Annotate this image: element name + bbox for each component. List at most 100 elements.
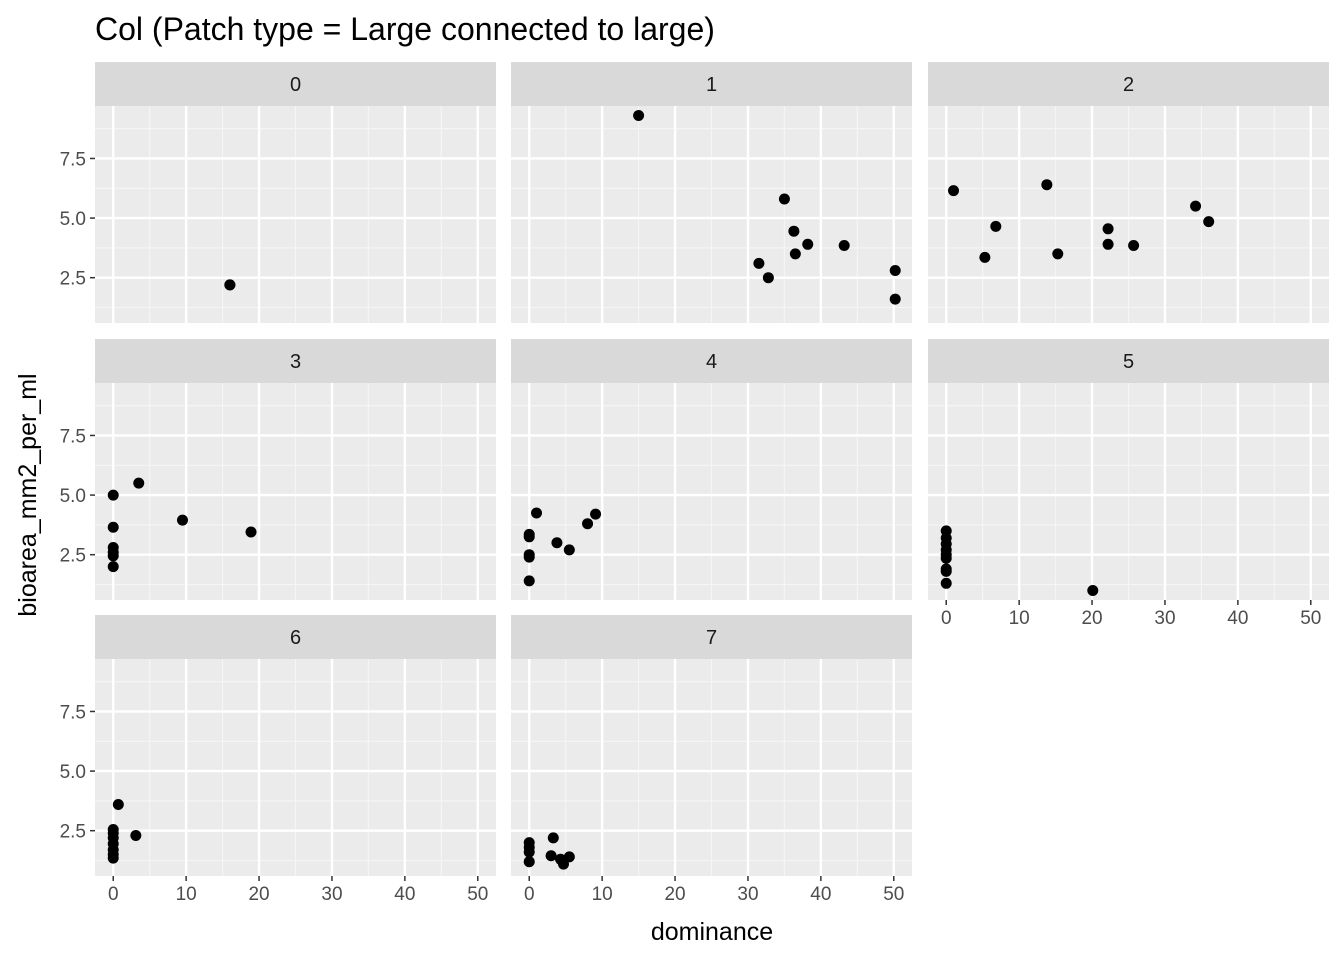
facet-panel-3: 3	[95, 339, 496, 600]
x-tick-label: 40	[394, 884, 415, 905]
data-point	[523, 531, 535, 543]
y-tick-label: 7.5	[60, 426, 86, 447]
y-axis-title: bioarea_mm2_per_ml	[14, 373, 42, 616]
facet-strip-label: 5	[1123, 351, 1134, 373]
x-tick-label: 20	[1081, 608, 1102, 629]
x-tick-label: 30	[737, 884, 758, 905]
x-tick-label: 30	[1154, 608, 1175, 629]
x-axes: 0 10 20 30 40 50 0 10 20 30 40 50 0 10 20 30 40 50	[108, 600, 1321, 905]
data-point	[130, 829, 142, 841]
x-tick-label: 50	[883, 884, 904, 905]
data-point	[802, 238, 814, 250]
data-point	[1041, 179, 1053, 191]
data-point	[107, 489, 119, 501]
data-point	[545, 850, 557, 862]
data-point	[990, 220, 1002, 232]
data-point	[1190, 200, 1202, 212]
facet-strip	[95, 615, 496, 659]
facet-panel-5: 5	[928, 339, 1329, 600]
data-point	[940, 565, 952, 577]
y-tick-label: 2.5	[60, 269, 86, 290]
data-point	[1087, 584, 1099, 596]
facet-strip-label: 6	[290, 627, 301, 649]
facet-strip	[928, 339, 1329, 383]
data-point	[107, 852, 119, 864]
facet-panel-0: 0	[95, 62, 496, 323]
x-tick-label: 40	[1227, 608, 1248, 629]
data-point	[753, 257, 765, 269]
y-tick-label: 5.0	[60, 762, 86, 783]
data-point	[563, 544, 575, 556]
facet-strip	[95, 62, 496, 106]
data-point	[979, 251, 991, 263]
x-tick-label: 10	[176, 884, 197, 905]
data-point	[245, 526, 257, 538]
data-point	[551, 537, 563, 549]
data-point	[948, 185, 960, 197]
y-tick-label: 2.5	[60, 546, 86, 567]
data-point	[107, 561, 119, 573]
facet-strip-label: 3	[290, 351, 301, 373]
facet-panel-4: 4	[511, 339, 912, 600]
facet-strip	[511, 62, 912, 106]
data-point	[762, 272, 774, 284]
data-point	[1102, 223, 1114, 235]
data-point	[889, 265, 901, 277]
x-tick-label: 0	[108, 884, 119, 905]
data-point	[133, 477, 145, 489]
data-point	[789, 248, 801, 260]
data-point	[523, 551, 535, 563]
data-point	[633, 110, 645, 122]
x-axis-title: dominance	[651, 918, 773, 946]
data-point	[523, 575, 535, 587]
x-tick-label: 20	[664, 884, 685, 905]
data-point	[224, 279, 236, 291]
y-tick-label: 5.0	[60, 486, 86, 507]
facet-strip-label: 7	[706, 627, 717, 649]
data-point	[940, 552, 952, 564]
data-point	[582, 518, 594, 530]
facet-strip-label: 1	[706, 74, 717, 96]
chart-title: Col (Patch type = Large connected to lar…	[95, 11, 715, 47]
facet-strip-label: 2	[1123, 74, 1134, 96]
facet-strip-label: 0	[290, 74, 301, 96]
data-point	[1052, 248, 1064, 260]
data-point	[531, 507, 543, 519]
y-tick-label: 5.0	[60, 209, 86, 230]
data-point	[557, 858, 569, 870]
y-tick-label: 7.5	[60, 702, 86, 723]
data-point	[1102, 238, 1114, 250]
data-point	[523, 846, 535, 858]
data-point	[778, 193, 790, 205]
y-tick-label: 7.5	[60, 149, 86, 170]
facet-panel-1: 1	[511, 62, 912, 323]
x-tick-label: 0	[941, 608, 952, 629]
facet-strip	[95, 339, 496, 383]
data-point	[590, 508, 602, 520]
y-tick-label: 2.5	[60, 822, 86, 843]
facet-strip	[511, 615, 912, 659]
facet-strip-label: 4	[706, 351, 717, 373]
data-point	[176, 514, 188, 526]
facet-strip	[511, 339, 912, 383]
x-tick-label: 50	[467, 884, 488, 905]
facet-panel-7: 7	[511, 615, 912, 876]
x-tick-label: 40	[810, 884, 831, 905]
x-tick-label: 10	[592, 884, 613, 905]
x-tick-label: 10	[1009, 608, 1030, 629]
data-point	[1128, 240, 1140, 251]
facet-panel-2: 2	[928, 62, 1329, 323]
x-tick-label: 50	[1300, 608, 1321, 629]
facet-panels: 0 1 2 3 4 5 6 7	[95, 62, 1329, 876]
x-tick-label: 30	[321, 884, 342, 905]
data-point	[940, 577, 952, 589]
data-point	[838, 240, 850, 251]
y-axes: 2.5 5.0 7.5 2.5 5.0 7.5 2.5 5.0 7.5	[60, 149, 95, 843]
facet-strip	[928, 62, 1329, 106]
data-point	[107, 550, 119, 562]
data-point	[788, 225, 800, 237]
x-tick-label: 0	[524, 884, 535, 905]
data-point	[107, 521, 119, 533]
data-point	[1203, 216, 1215, 228]
